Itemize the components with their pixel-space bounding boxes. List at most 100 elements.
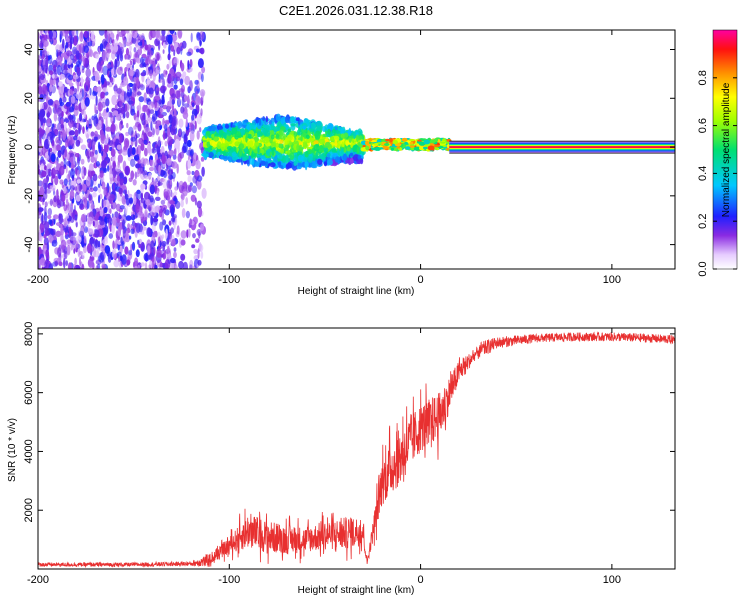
heatmap-signal-cell: [334, 126, 338, 131]
heatmap-noise-cell: [70, 168, 75, 179]
heatmap-noise-cell: [142, 38, 145, 48]
heatmap-noise-cell: [194, 120, 197, 130]
heatmap-noise-cell: [157, 136, 161, 147]
heatmap-noise-cell: [97, 91, 102, 97]
heatmap-noise-cell: [142, 104, 148, 113]
heatmap-noise-cell: [182, 261, 188, 269]
heatmap-noise-cell: [38, 168, 41, 175]
heatmap-noise-cell: [164, 140, 168, 147]
heatmap-noise-cell: [120, 236, 123, 244]
heatmap-noise-cell: [116, 88, 122, 94]
heatmap-noise-cell: [50, 153, 56, 163]
heatmap-noise-cell: [140, 197, 145, 204]
heatmap-signal-cell: [316, 125, 321, 132]
heatmap-noise-cell: [169, 200, 176, 205]
heatmap-noise-cell: [77, 103, 81, 111]
heatmap-noise-cell: [74, 214, 78, 221]
heatmap-noise-cell: [60, 239, 67, 250]
heatmap-signal-cell: [365, 145, 370, 151]
heatmap-noise-cell: [49, 162, 52, 170]
heatmap-noise-cell: [58, 123, 61, 133]
heatmap-noise-cell: [76, 123, 80, 129]
y-tick-label: 20: [23, 92, 35, 104]
heatmap-noise-cell: [88, 117, 93, 125]
x-tick-label: -200: [27, 574, 49, 586]
heatmap-noise-cell: [98, 119, 102, 129]
heatmap-noise-cell: [48, 171, 52, 177]
heatmap-noise-cell: [60, 52, 66, 58]
heatmap-noise-cell: [39, 129, 46, 134]
heatmap-noise-cell: [156, 190, 160, 196]
heatmap-signal-cell: [295, 117, 300, 122]
heatmap-noise-cell: [130, 170, 135, 180]
heatmap-signal-cell: [257, 146, 260, 154]
heatmap-noise-cell: [162, 88, 166, 96]
heatmap-signal-cell: [319, 138, 326, 145]
heatmap-signal-cell: [327, 122, 334, 131]
heatmap-noise-cell: [196, 228, 202, 236]
heatmap-noise-cell: [123, 76, 129, 86]
x-tick-label: 100: [603, 274, 621, 286]
heatmap-noise-cell: [136, 146, 139, 156]
heatmap-noise-cell: [103, 224, 109, 235]
heatmap-signal-cell: [224, 124, 229, 129]
heatmap-signal-cell: [278, 129, 284, 137]
heatmap-noise-cell: [191, 114, 195, 121]
heatmap-noise-cell: [72, 240, 78, 250]
heatmap-noise-cell: [39, 103, 45, 110]
heatmap-noise-cell: [70, 96, 76, 104]
heatmap-signal-cell: [341, 141, 345, 148]
colorbar-label: Normalized spectral amplitude: [721, 82, 732, 217]
heatmap-signal-cell: [265, 158, 272, 162]
heatmap-noise-cell: [81, 68, 85, 73]
heatmap-noise-cell: [38, 229, 42, 236]
heatmap-signal-cell: [247, 133, 252, 139]
heatmap-noise-cell: [109, 112, 114, 118]
heatmap-noise-cell: [100, 130, 105, 141]
heatmap-noise-cell: [198, 48, 203, 54]
heatmap-noise-cell: [113, 259, 120, 268]
heatmap-noise-cell: [119, 178, 124, 186]
heatmap-signal-cell: [315, 151, 319, 160]
heatmap-noise-cell: [196, 179, 202, 190]
heatmap-noise-cell: [152, 119, 157, 125]
heatmap-signal-cell: [392, 140, 398, 145]
spectrogram-frame: [37, 29, 676, 270]
heatmap-noise-cell: [162, 219, 167, 226]
heatmap-noise-cell: [176, 225, 180, 235]
heatmap-signal-cell: [285, 156, 289, 164]
heatmap-noise-cell: [46, 117, 51, 124]
heatmap-noise-cell: [189, 218, 193, 226]
heatmap-noise-cell: [190, 148, 195, 157]
heatmap-noise-cell: [169, 75, 172, 82]
heatmap-noise-cell: [90, 30, 95, 42]
heatmap-noise-cell: [40, 236, 43, 243]
heatmap-noise-cell: [122, 34, 126, 41]
heatmap-signal-cell: [237, 121, 243, 129]
heatmap-noise-cell: [81, 88, 85, 99]
heatmap-noise-cell: [169, 229, 172, 236]
heatmap-noise-cell: [186, 170, 191, 176]
colorbar-tick-label: 0.0: [697, 261, 709, 276]
heatmap-noise-cell: [145, 97, 151, 102]
heatmap-noise-cell: [191, 244, 196, 249]
heatmap-noise-cell: [195, 95, 201, 106]
heatmap-noise-cell: [149, 109, 155, 114]
heatmap-noise-cell: [130, 158, 136, 167]
heatmap-noise-cell: [167, 136, 174, 146]
heatmap-noise-cell: [101, 181, 106, 190]
heatmap-noise-cell: [40, 75, 45, 80]
heatmap-noise-cell: [66, 244, 71, 256]
heatmap-noise-cell: [164, 123, 168, 132]
heatmap-noise-cell: [195, 159, 201, 170]
heatmap-noise-cell: [201, 73, 204, 83]
heatmap-noise-cell: [156, 248, 162, 258]
heatmap-noise-cell: [52, 31, 57, 39]
heatmap-noise-cell: [95, 95, 98, 106]
heatmap-noise-cell: [74, 105, 79, 111]
heatmap-noise-cell: [173, 49, 176, 57]
heatmap-noise-cell: [168, 174, 174, 180]
heatmap-signal-cell: [312, 161, 318, 169]
heatmap-noise-cell: [77, 248, 81, 258]
heatmap-signal-cell: [239, 148, 242, 157]
